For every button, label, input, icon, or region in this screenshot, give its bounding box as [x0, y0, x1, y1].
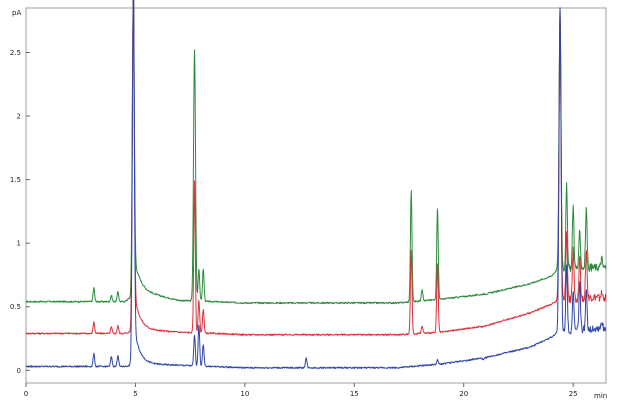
x-axis: 0 5 10 15 20 25: [24, 383, 578, 398]
y-tick-label: 0: [17, 367, 21, 375]
x-tick-label: 15: [350, 390, 359, 398]
y-tick-label: 2: [17, 113, 21, 121]
y-tick-label: 0.5: [10, 303, 21, 311]
x-tick-label: 5: [133, 390, 137, 398]
y-unit-label: pA: [12, 9, 21, 17]
x-tick-label: 20: [459, 390, 468, 398]
series-trace-3: [25, 0, 607, 370]
x-unit-label: min: [594, 392, 607, 400]
series-group: [25, 0, 607, 370]
y-tick-label: 1.5: [10, 176, 21, 184]
y-tick-label: 2.5: [10, 49, 21, 57]
y-axis: 0 0.5 1 1.5 2 2.5: [10, 49, 30, 375]
series-trace-1: [25, 0, 607, 305]
x-tick-label: 0: [24, 390, 28, 398]
series-trace-2: [25, 0, 607, 336]
x-tick-label: 25: [569, 390, 578, 398]
plot-frame: [25, 7, 607, 384]
y-tick-label: 1: [17, 240, 21, 248]
x-tick-label: 10: [240, 390, 249, 398]
